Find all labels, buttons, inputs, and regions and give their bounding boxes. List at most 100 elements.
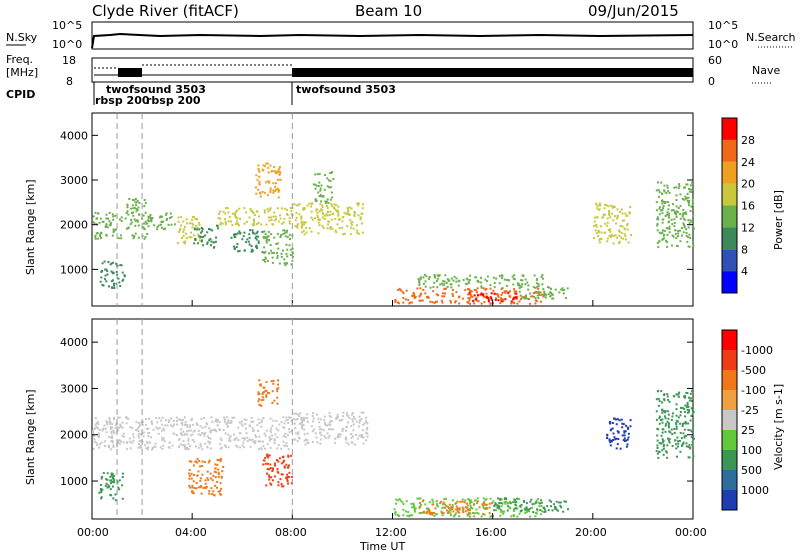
velocity-pixel-9	[621, 422, 624, 425]
velocity-pixel-0	[206, 435, 209, 438]
power-pixel-16	[624, 212, 627, 215]
power-pixel-5	[202, 235, 205, 238]
power-pixel-7	[222, 210, 225, 213]
power-pixel-15	[566, 287, 569, 290]
velocity-pixel-9	[616, 418, 619, 421]
power-pixel-10	[325, 213, 328, 216]
velocity-pixel-0	[115, 424, 118, 427]
velocity-pixel-7	[421, 500, 424, 503]
velocity-pixel-0	[184, 446, 187, 449]
power-pixel-8	[268, 180, 270, 183]
velocity-pixel-0	[138, 425, 141, 428]
power-pixel-4	[177, 242, 180, 244]
velocity-ytick-label-0: 1000	[60, 475, 88, 488]
power-pixel-17	[665, 227, 668, 230]
velocity-pixel-2	[114, 493, 117, 496]
velocity-pixel-3	[190, 460, 193, 463]
power-pixel-10	[320, 208, 323, 211]
power-pixel-1	[115, 262, 118, 265]
xtick-1: 04:00	[175, 526, 207, 539]
power-pixel-10	[328, 214, 331, 216]
power-pixel-12	[428, 277, 430, 280]
power-pixel-4	[180, 216, 183, 219]
velocity-pixel-1	[318, 425, 321, 428]
power-pixel-9	[290, 248, 293, 251]
power-pixel-2	[132, 207, 135, 210]
power-pixel-10	[361, 222, 363, 225]
power-pixel-4	[195, 224, 198, 227]
power-pixel-2	[128, 198, 131, 200]
power-pixel-3	[167, 223, 170, 226]
velocity-pixel-8	[515, 501, 518, 504]
power-pixel-16	[618, 240, 621, 243]
velocity-pixel-6	[443, 498, 446, 501]
velocity-pixel-10	[684, 396, 686, 399]
power-pixel-8	[268, 181, 271, 184]
power-pixel-13	[518, 300, 521, 303]
power-pixel-4	[177, 216, 180, 219]
power-pixel-17	[673, 218, 676, 221]
power-pixel-16	[595, 225, 598, 228]
velocity-pixel-0	[282, 416, 285, 419]
velocity-pixel-2	[112, 485, 114, 488]
power-pixel-2	[133, 218, 136, 221]
velocity-pixel-1	[330, 420, 333, 423]
power-pixel-12	[436, 274, 439, 277]
power-pixel-10	[300, 216, 303, 219]
velocity-pixel-8	[551, 509, 554, 512]
power-pixel-16	[606, 240, 609, 243]
velocity-pixel-10	[675, 425, 678, 428]
velocity-pixel-0	[98, 443, 101, 446]
power-pixel-10	[316, 211, 319, 214]
power-pixel-12	[465, 277, 468, 280]
velocity-pixel-10	[690, 415, 693, 417]
power-pixel-3	[149, 213, 152, 216]
velocity-pixel-8	[539, 502, 541, 505]
power-pixel-9	[289, 238, 291, 240]
power-colorbar-segment-3	[722, 205, 737, 228]
power-pixel-6	[257, 241, 260, 244]
velocity-pixel-0	[290, 419, 293, 422]
power-pixel-13	[502, 298, 505, 301]
velocity-pixel-10	[661, 441, 664, 444]
velocity-pixel-1	[294, 427, 297, 430]
power-pixel-13	[501, 291, 504, 294]
velocity-pixel-10	[660, 390, 663, 393]
velocity-pixel-7	[491, 502, 494, 504]
power-pixel-0	[92, 215, 95, 218]
velocity-pixel-1	[303, 439, 306, 442]
power-pixel-13	[513, 290, 516, 293]
power-pixel-10	[326, 211, 329, 214]
velocity-pixel-4	[262, 459, 265, 462]
velocity-pixel-0	[208, 437, 210, 439]
velocity-pixel-0	[155, 416, 158, 419]
power-pixel-12	[445, 282, 448, 284]
power-pixel-13	[421, 299, 424, 302]
velocity-pixel-6	[495, 509, 497, 512]
power-pixel-10	[336, 223, 339, 226]
velocity-pixel-6	[432, 500, 435, 503]
velocity-pixel-1	[324, 424, 327, 427]
velocity-pixel-1	[362, 411, 365, 414]
power-pixel-2	[124, 217, 127, 220]
power-pixel-0	[99, 217, 102, 220]
velocity-pixel-10	[658, 422, 661, 425]
velocity-pixel-0	[182, 419, 185, 422]
velocity-pixel-0	[154, 442, 157, 445]
velocity-pixel-0	[275, 420, 278, 422]
velocity-colorbar-segment-5	[722, 390, 737, 410]
velocity-pixel-0	[190, 419, 193, 422]
velocity-pixel-10	[656, 434, 659, 437]
power-pixel-16	[623, 233, 626, 236]
power-pixel-16	[606, 237, 609, 240]
velocity-pixel-6	[476, 511, 479, 514]
velocity-pixel-1	[315, 413, 318, 416]
velocity-pixel-1	[346, 412, 349, 415]
velocity-pixel-0	[201, 426, 204, 429]
velocity-pixel-7	[466, 509, 469, 512]
velocity-pixel-1	[324, 437, 327, 440]
velocity-pixel-4	[270, 483, 273, 486]
velocity-pixel-0	[187, 442, 190, 445]
velocity-pixel-7	[442, 501, 445, 504]
velocity-pixel-0	[253, 442, 256, 445]
